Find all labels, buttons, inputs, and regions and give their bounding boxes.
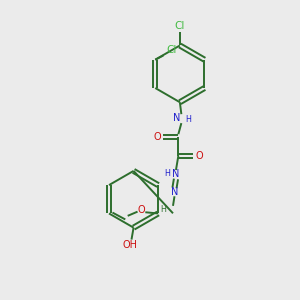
Text: N: N — [171, 187, 178, 196]
Text: Cl: Cl — [174, 21, 184, 32]
Text: N: N — [172, 169, 180, 178]
Text: H: H — [165, 169, 171, 178]
Text: OH: OH — [122, 240, 137, 250]
Text: N: N — [173, 113, 181, 123]
Text: H: H — [160, 205, 166, 214]
Text: O: O — [196, 151, 203, 161]
Text: O: O — [154, 132, 161, 142]
Text: H: H — [185, 115, 191, 124]
Text: O: O — [137, 205, 145, 215]
Text: Cl: Cl — [166, 45, 177, 55]
